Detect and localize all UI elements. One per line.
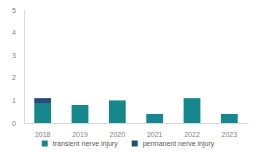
svg-text:2022: 2022 [184, 131, 200, 138]
svg-text:3: 3 [12, 52, 16, 59]
svg-text:2019: 2019 [72, 131, 88, 138]
svg-text:transient nerve injury: transient nerve injury [53, 140, 118, 148]
svg-text:2023: 2023 [222, 131, 238, 138]
svg-text:2: 2 [12, 74, 16, 81]
svg-text:1: 1 [12, 97, 16, 104]
svg-text:0: 0 [12, 120, 16, 127]
svg-text:2021: 2021 [147, 131, 163, 138]
svg-text:permanent nerve injury: permanent nerve injury [143, 140, 215, 148]
svg-text:4: 4 [12, 29, 16, 36]
svg-text:5: 5 [12, 7, 16, 14]
svg-text:2018: 2018 [35, 131, 51, 138]
svg-text:2020: 2020 [110, 131, 126, 138]
